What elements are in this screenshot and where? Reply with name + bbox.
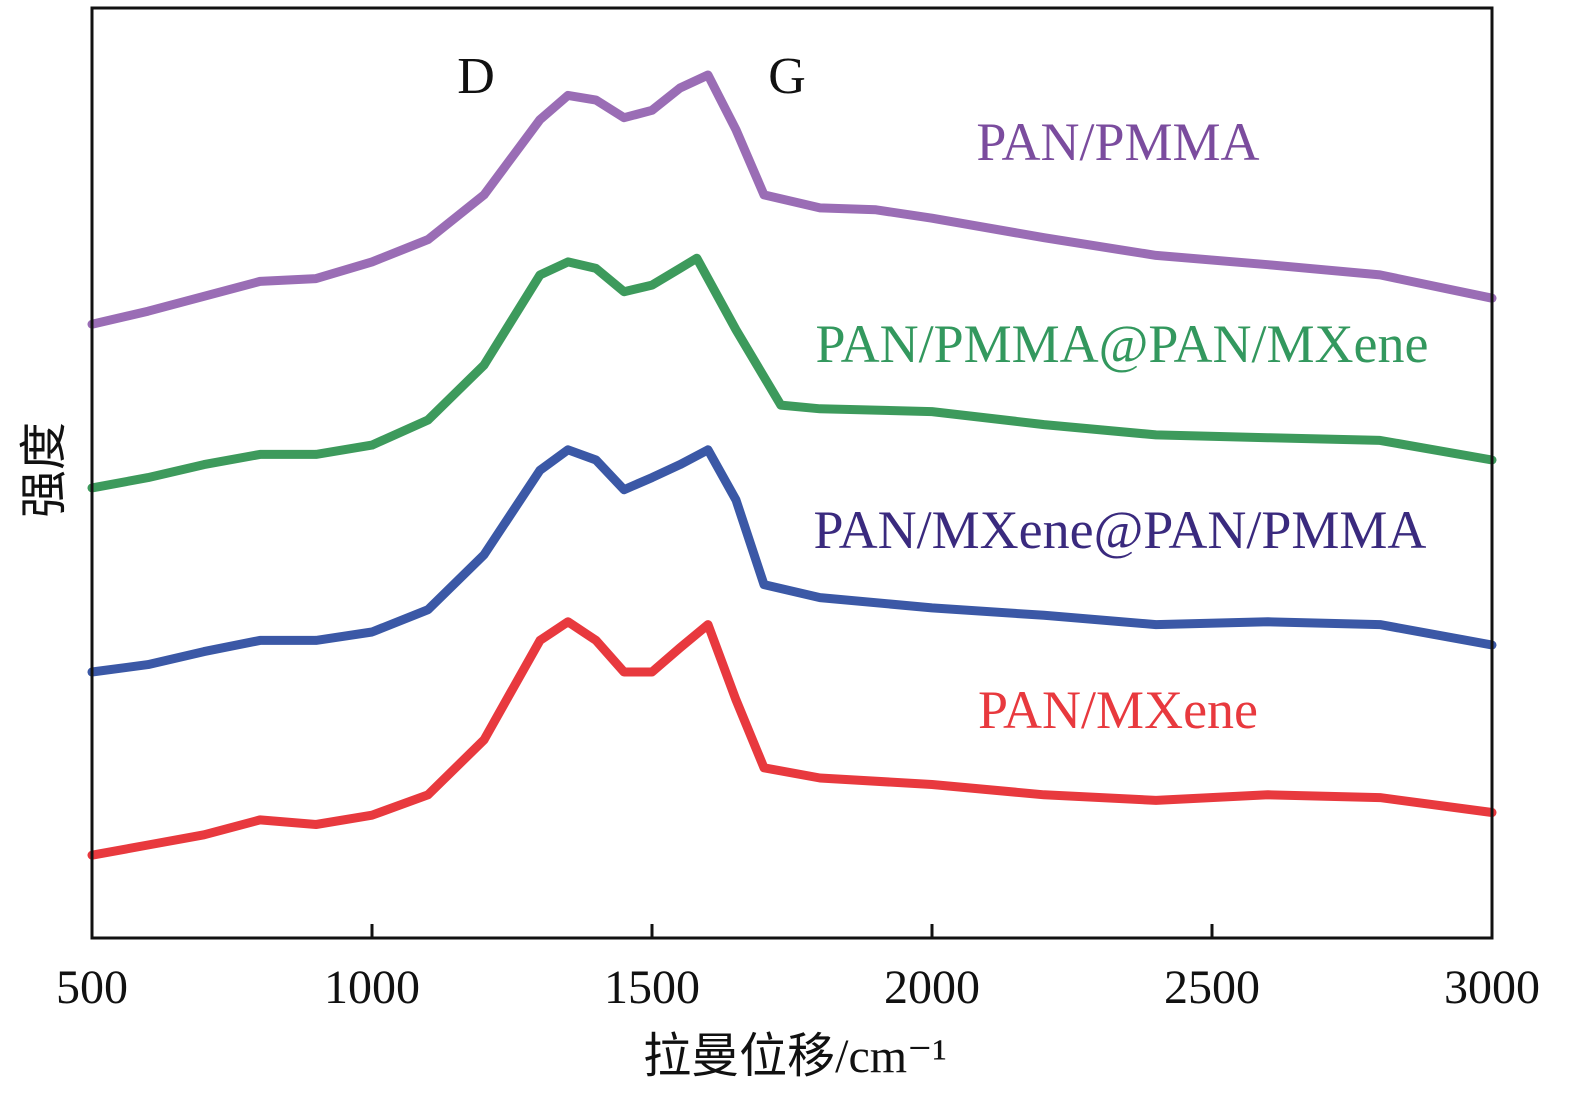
series-label-3: PAN/MXene	[978, 680, 1258, 740]
x-tick-label: 1000	[324, 961, 420, 1014]
x-axis-label: 拉曼位移/cm⁻¹	[643, 1030, 947, 1083]
x-tick-label: 500	[56, 961, 128, 1014]
series-labels: PAN/PMMA PAN/PMMA@PAN/MXene PAN/MXene@PAN/…	[814, 112, 1429, 740]
series-label-0: PAN/PMMA	[976, 112, 1259, 172]
x-tick-label: 3000	[1444, 961, 1540, 1014]
series-line-3	[87, 617, 1497, 860]
series-lines	[87, 70, 1497, 860]
x-tick-label: 1500	[604, 961, 700, 1014]
series-label-1: PAN/PMMA@PAN/MXene	[816, 314, 1429, 374]
series-label-2: PAN/MXene@PAN/PMMA	[814, 500, 1427, 560]
annotation-g-band: G	[768, 48, 806, 105]
x-axis: 500 1000 1500 2000 2500 3000	[56, 924, 1540, 1014]
x-tick-label: 2000	[884, 961, 980, 1014]
plot-frame	[90, 6, 1494, 940]
series-line-2	[87, 445, 1497, 677]
series-line-0	[87, 70, 1497, 329]
series-line-1	[87, 253, 1497, 493]
x-tick-label: 2500	[1164, 961, 1260, 1014]
y-axis-label: 强度	[18, 422, 71, 518]
annotation-d-band: D	[457, 48, 495, 105]
